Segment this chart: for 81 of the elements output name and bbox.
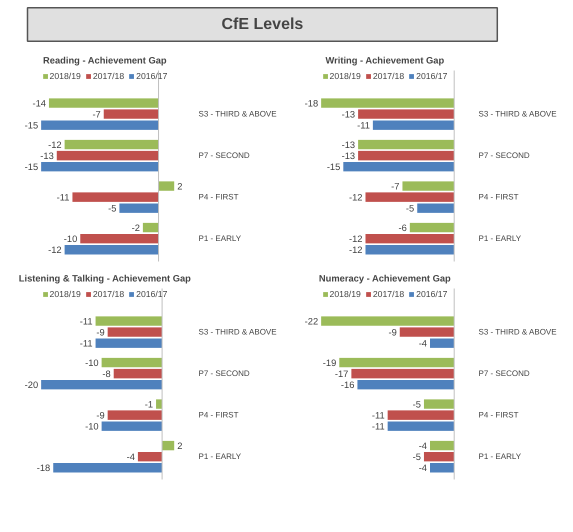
data-label: -15 (24, 162, 38, 172)
data-label: -10 (85, 358, 99, 368)
legend-label: 2016/17 (136, 71, 168, 81)
chart-title: Writing - Achievement Gap (325, 56, 444, 66)
data-label: -22 (304, 316, 318, 327)
legend-label: 2016/17 (416, 289, 448, 299)
data-label: -9 (388, 328, 397, 338)
y-tick-label: P7 - SECOND (198, 369, 250, 378)
data-label: -4 (126, 452, 135, 462)
data-label: -4 (418, 441, 428, 452)
y-tick-label: P7 - SECOND (198, 151, 250, 160)
data-label: -18 (304, 98, 318, 109)
data-label: -11 (372, 410, 385, 421)
data-label: -19 (322, 358, 336, 368)
data-label: -12 (349, 234, 362, 244)
y-tick-label: P4 - FIRST (478, 192, 519, 202)
legend-label: 2017/18 (372, 289, 404, 299)
y-tick-label: P1 - EARLY (478, 234, 522, 244)
data-label: -9 (96, 328, 105, 338)
data-label: -11 (56, 192, 70, 203)
data-label: -12 (48, 140, 62, 150)
data-label: -1 (144, 400, 154, 410)
legend-label: 2016/17 (416, 71, 448, 81)
data-label: -12 (349, 192, 362, 203)
legend-label: 2017/18 (92, 289, 124, 299)
data-label: -20 (24, 380, 38, 390)
data-label: -13 (40, 151, 54, 162)
data-label: -11 (80, 338, 93, 349)
data-label: -13 (342, 151, 356, 162)
y-tick-label: S3 - THIRD & ABOVE (198, 328, 277, 337)
data-label: -5 (108, 204, 116, 214)
chart-title: Listening & Talking - Achievement Gap (18, 274, 192, 284)
data-label: -7 (391, 182, 400, 192)
text: CfE Levels (221, 16, 304, 33)
data-label: -5 (412, 400, 421, 410)
y-tick-label: P4 - FIRST (198, 192, 239, 202)
data-label: -12 (48, 245, 62, 256)
y-tick-label: P4 - FIRST (478, 410, 519, 420)
y-tick-label: S3 - THIRD & ABOVE (198, 110, 277, 119)
data-label: -16 (340, 380, 354, 390)
y-tick-label: P7 - SECOND (478, 369, 530, 378)
data-label: -15 (326, 162, 340, 172)
data-label: -13 (342, 110, 356, 120)
y-tick-label: S3 - THIRD & ABOVE (478, 110, 557, 119)
legend-label: 2018/19 (330, 71, 361, 81)
chart-title: Numeracy - Achievement Gap (318, 274, 452, 284)
legend-label: 2016/17 (136, 289, 168, 299)
data-label: -10 (64, 234, 78, 244)
legend-label: 2018/19 (50, 289, 81, 299)
chart-title: Reading - Achievement Gap (43, 56, 167, 66)
legend-label: 2017/18 (92, 71, 124, 81)
data-label: -15 (24, 120, 38, 131)
data-label: -13 (342, 140, 356, 150)
y-tick-label: P7 - SECOND (478, 151, 530, 160)
y-tick-label: P1 - EARLY (478, 452, 522, 462)
data-label: -5 (412, 452, 421, 462)
legend-label: 2018/19 (330, 289, 361, 299)
data-label: -7 (92, 110, 101, 120)
data-label: -2 (132, 223, 140, 234)
data-label: -4 (418, 338, 428, 349)
y-tick-label: P1 - EARLY (198, 234, 242, 244)
data-label: -18 (36, 463, 50, 474)
data-label: -11 (357, 120, 370, 131)
data-label: -12 (349, 245, 362, 256)
y-tick-label: S3 - THIRD & ABOVE (478, 328, 557, 337)
legend-label: 2017/18 (372, 71, 404, 81)
data-label: -11 (372, 422, 385, 432)
legend-label: 2018/19 (50, 71, 81, 81)
data-label: -8 (102, 369, 111, 380)
data-label: -6 (398, 223, 407, 234)
y-tick-label: P1 - EARLY (198, 452, 242, 462)
data-label: -11 (80, 316, 93, 327)
data-label: -10 (85, 422, 99, 432)
data-label: -9 (96, 410, 105, 421)
data-label: -4 (418, 463, 428, 474)
data-label: -5 (406, 204, 414, 214)
data-label: 2 (177, 182, 182, 192)
y-tick-label: P4 - FIRST (198, 410, 239, 420)
data-label: -17 (334, 369, 348, 380)
data-label: 2 (177, 441, 182, 452)
data-label: -14 (32, 98, 46, 109)
